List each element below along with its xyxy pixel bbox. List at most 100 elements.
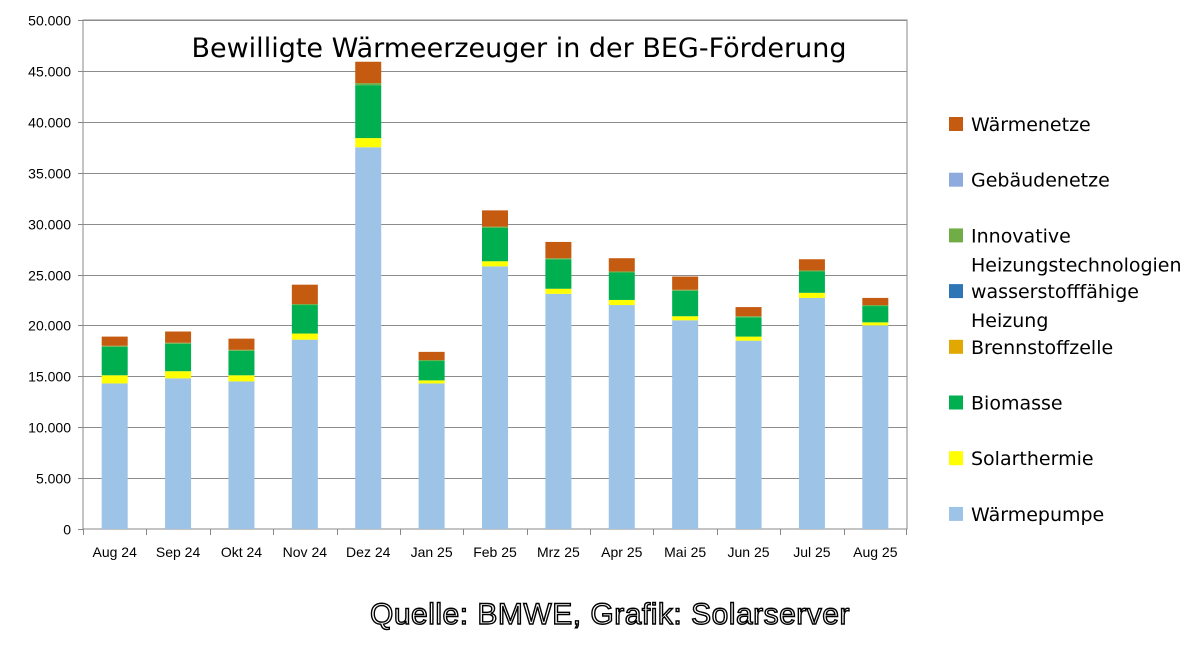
bar-segment	[418, 383, 445, 529]
bar-segment	[355, 147, 382, 529]
y-tick-label: 15.000	[28, 369, 71, 385]
bar-segment	[228, 350, 255, 376]
legend-label: Gebäudenetze	[971, 170, 1110, 192]
bar-segment	[165, 331, 192, 343]
y-tick-label: 30.000	[28, 217, 71, 233]
bar-segment	[608, 299, 635, 306]
bar-segment	[418, 360, 445, 362]
bar-segment	[862, 322, 889, 326]
bar-segment	[672, 320, 699, 529]
bar-segment	[862, 306, 889, 323]
bar-segment	[228, 375, 255, 382]
x-tick-label: Nov 24	[283, 544, 328, 560]
bar-segment	[735, 316, 762, 318]
bar-segment	[291, 333, 318, 340]
x-tick-label: Okt 24	[221, 544, 262, 560]
bar-segment	[608, 272, 635, 300]
bar-segment	[862, 325, 889, 529]
bar-segment	[165, 378, 192, 529]
y-axis: 0 5.000 10.000 15.000 20.000 25.000 30.000 35.0…	[28, 13, 83, 538]
bar-segment	[545, 259, 572, 289]
bar-segment	[165, 342, 192, 344]
source-credit: Quelle: BMWE, Grafik: Solarserver	[369, 597, 850, 631]
bar-segment	[798, 270, 825, 272]
legend-label: Biomasse	[971, 393, 1063, 415]
x-tick-label: Mrz 25	[537, 544, 580, 560]
bar-segment	[482, 261, 508, 267]
bar-segment	[355, 61, 382, 84]
legend-label: wasserstofffähige	[971, 281, 1139, 303]
y-tick-label: 0	[63, 522, 71, 538]
bar-segment	[101, 383, 128, 529]
bar-segment	[228, 381, 255, 529]
chart-title: Bewilligte Wärmeerzeuger in der BEG-Förd…	[191, 33, 846, 64]
bar-segment	[482, 210, 508, 227]
x-axis: Aug 24 Sep 24 Okt 24 Nov 24 Dez 24 Jan 25 Feb …	[83, 529, 907, 560]
x-tick-label: Jun 25	[728, 544, 770, 560]
legend-label: Wärmepumpe	[971, 504, 1104, 526]
y-tick-label: 50.000	[28, 13, 71, 29]
bar-segment	[418, 351, 445, 361]
legend-swatch	[949, 228, 963, 243]
bar-segment	[862, 305, 889, 307]
bar-segment	[228, 349, 255, 351]
y-tick-label: 20.000	[28, 318, 71, 334]
bar-segment	[101, 336, 128, 346]
legend-swatch	[949, 506, 963, 521]
bar-segment	[672, 290, 699, 317]
bars	[101, 61, 889, 529]
legend-label: Heizung	[971, 310, 1048, 332]
y-tick-label: 45.000	[28, 64, 71, 80]
bar-segment	[798, 259, 825, 271]
bar-segment	[291, 304, 318, 306]
bar-segment	[672, 276, 699, 290]
y-tick-label: 5.000	[36, 471, 71, 487]
bar-segment	[165, 371, 192, 379]
bar-segment	[862, 297, 889, 306]
x-tick-label: Aug 24	[93, 544, 138, 560]
bar-segment	[672, 289, 699, 291]
y-tick-label: 40.000	[28, 115, 71, 131]
bar-segment	[545, 241, 572, 259]
legend-swatch	[949, 284, 963, 299]
bar-segment	[101, 375, 128, 384]
bar-segment	[482, 266, 508, 529]
y-tick-label: 25.000	[28, 268, 71, 284]
bar-segment	[165, 343, 192, 372]
bar-segment	[735, 307, 762, 317]
bar-segment	[355, 138, 382, 148]
legend-label: Brennstoffzelle	[971, 337, 1113, 359]
bar-segment	[798, 297, 825, 529]
bar-segment	[545, 293, 572, 529]
x-tick-label: Sep 24	[156, 544, 201, 560]
bar-segment	[228, 338, 255, 350]
legend-swatch	[949, 117, 963, 131]
bar-segment	[101, 346, 128, 376]
bar-segment	[482, 227, 508, 262]
bar-segment	[355, 85, 382, 139]
bar-segment	[418, 380, 445, 384]
legend-swatch	[949, 339, 963, 354]
bar-segment	[355, 83, 382, 86]
x-tick-label: Aug 25	[853, 544, 898, 560]
bar-segment	[672, 316, 699, 321]
bar-segment	[545, 258, 572, 260]
bar-segment	[735, 317, 762, 337]
bar-segment	[735, 336, 762, 341]
legend-swatch	[949, 172, 963, 187]
legend-label: Heizungstechnologien	[971, 254, 1182, 276]
x-tick-label: Jul 25	[793, 544, 831, 560]
bar-segment	[798, 292, 825, 298]
stacked-bar-chart: 0 5.000 10.000 15.000 20.000 25.000 30.000 35.0…	[28, 13, 1182, 561]
bar-segment	[291, 339, 318, 529]
x-tick-label: Jan 25	[411, 544, 453, 560]
bar-segment	[291, 284, 318, 305]
bar-segment	[608, 258, 635, 272]
legend-label: Wärmenetze	[971, 114, 1091, 136]
x-tick-label: Mai 25	[664, 544, 706, 560]
bar-segment	[608, 271, 635, 273]
legend-swatch	[949, 451, 963, 466]
bar-segment	[291, 305, 318, 334]
bar-segment	[545, 288, 572, 294]
legend-label: Innovative	[971, 225, 1071, 247]
